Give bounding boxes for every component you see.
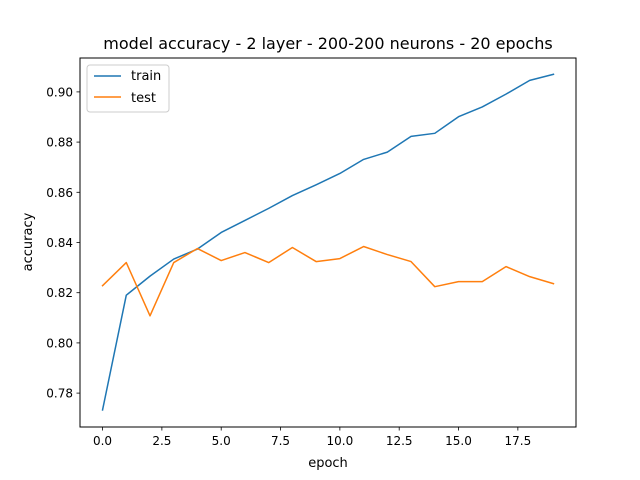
x-tick-label: 15.0 xyxy=(445,434,472,448)
plot-area xyxy=(80,58,576,427)
y-tick-label: 0.86 xyxy=(46,186,73,200)
y-axis-ticks: 0.78 0.80 0.82 0.84 0.86 0.88 0.90 xyxy=(46,85,80,401)
x-tick-label: 7.5 xyxy=(271,434,290,448)
y-tick-label: 0.78 xyxy=(46,387,73,401)
x-tick-label: 5.0 xyxy=(212,434,231,448)
y-tick-label: 0.80 xyxy=(46,336,73,350)
legend-label-train: train xyxy=(131,69,161,84)
series-line-train xyxy=(101,73,555,411)
x-tick-label: 12.5 xyxy=(386,434,413,448)
y-tick-label: 0.82 xyxy=(46,286,73,300)
series-layer xyxy=(101,73,555,411)
plot-frame xyxy=(79,57,577,428)
y-axis-label: accuracy xyxy=(21,212,36,271)
chart-title: model accuracy - 2 layer - 200-200 neuro… xyxy=(103,34,552,53)
legend: train test xyxy=(86,64,170,113)
y-tick-label: 0.84 xyxy=(46,236,73,250)
x-tick-label: 10.0 xyxy=(327,434,354,448)
x-tick-label: 0.0 xyxy=(93,434,112,448)
x-axis-label: epoch xyxy=(308,456,348,471)
x-tick-label: 2.5 xyxy=(152,434,171,448)
x-axis-ticks: 0.0 2.5 5.0 7.5 10.0 12.5 15.0 17.5 xyxy=(93,427,531,448)
y-tick-label: 0.88 xyxy=(46,136,73,150)
legend-label-test: test xyxy=(131,91,156,106)
x-tick-label: 17.5 xyxy=(504,434,531,448)
y-tick-label: 0.90 xyxy=(46,85,73,99)
series-line-test xyxy=(101,245,555,317)
